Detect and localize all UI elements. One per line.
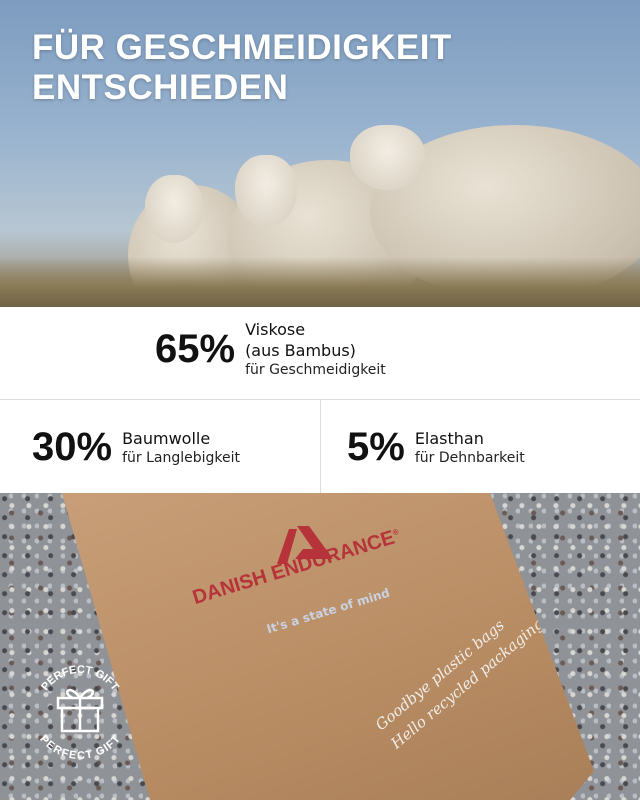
material-composition: 65% Viskose (aus Bambus) für Geschmeidig… — [0, 307, 640, 493]
sheep-middle-head — [235, 155, 297, 227]
brand-logo-icon — [277, 526, 333, 564]
hero-photo-sheep: FÜR GESCHMEIDIGKEIT ENTSCHIEDEN — [0, 0, 640, 307]
stat-material-detail: (aus Bambus) — [245, 341, 356, 360]
badge-text-bottom: PERFECT GIFT — [37, 733, 123, 762]
stat-viskose: 65% Viskose (aus Bambus) für Geschmeidig… — [155, 319, 386, 379]
divider — [320, 400, 321, 493]
stat-material: Baumwolle — [122, 429, 211, 448]
stat-benefit: für Dehnbarkeit — [414, 450, 525, 466]
perfect-gift-badge: PERFECT GIFT PERFECT GIFT — [37, 664, 123, 762]
hero-title: FÜR GESCHMEIDIGKEIT ENTSCHIEDEN — [32, 28, 452, 108]
badge-text-top: PERFECT GIFT — [39, 664, 121, 693]
title-line-1: FÜR GESCHMEIDIGKEIT — [32, 28, 452, 67]
stat-percent: 65% — [155, 326, 236, 371]
stat-material: Elasthan — [414, 429, 484, 448]
stat-elasthan: 5% Elasthan für Dehnbarkeit — [347, 425, 525, 470]
title-line-2: ENTSCHIEDEN — [32, 68, 289, 107]
stat-percent: 30% — [32, 425, 113, 469]
brand-tagline: It's a state of mind — [265, 585, 392, 637]
svg-text:PERFECT GIFT: PERFECT GIFT — [39, 664, 121, 693]
stat-row-top: 65% Viskose (aus Bambus) für Geschmeidig… — [0, 307, 640, 400]
packaging-message: Goodbye plastic bags Hello recycled pack… — [370, 594, 549, 755]
stat-benefit: für Langlebigkeit — [122, 450, 240, 466]
grass — [0, 257, 640, 307]
kraft-bag: DANISH ENDURANCE® It's a state of mind G… — [62, 493, 594, 800]
sheep-left-head — [145, 175, 203, 243]
packaging-photo: DANISH ENDURANCE® It's a state of mind G… — [0, 493, 640, 800]
gift-icon — [56, 688, 104, 733]
script-line-1: Goodbye plastic bags — [371, 616, 508, 735]
svg-text:PERFECT GIFT: PERFECT GIFT — [37, 733, 123, 762]
stat-material: Viskose — [245, 320, 306, 339]
stat-percent: 5% — [347, 425, 405, 469]
stat-baumwolle: 30% Baumwolle für Langlebigkeit — [32, 425, 240, 470]
stat-benefit: für Geschmeidigkeit — [245, 362, 386, 378]
sheep-right-head — [350, 125, 425, 190]
